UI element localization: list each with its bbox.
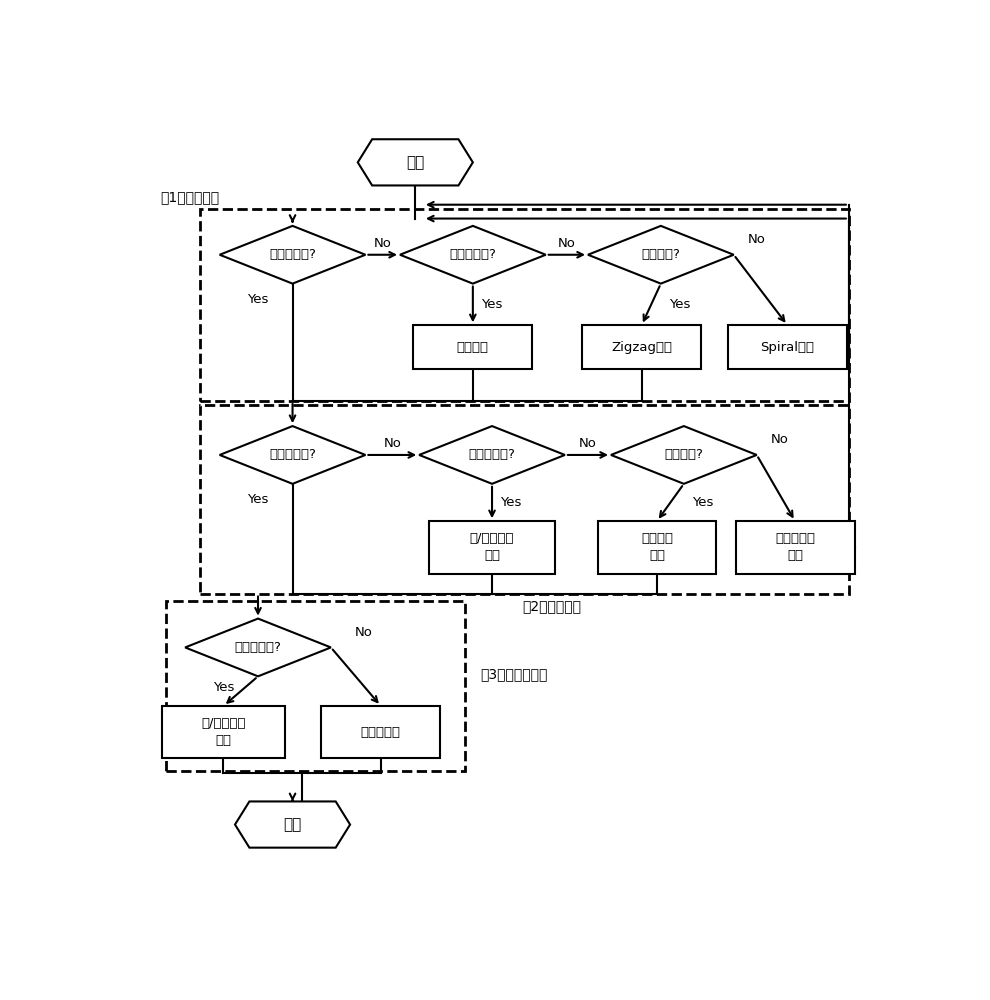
Polygon shape bbox=[220, 226, 365, 284]
Text: 视觉搜寻: 视觉搜寻 bbox=[456, 341, 489, 354]
Bar bbox=[166, 601, 465, 771]
Text: （1）烟羽发现: （1）烟羽发现 bbox=[160, 190, 220, 204]
Text: 嗅觉信息高?: 嗅觉信息高? bbox=[269, 448, 316, 461]
Polygon shape bbox=[185, 619, 331, 676]
Text: （3）泄漏源确认: （3）泄漏源确认 bbox=[480, 667, 547, 681]
Text: No: No bbox=[747, 233, 765, 246]
Text: 浓度法确认: 浓度法确认 bbox=[360, 726, 401, 739]
Bar bbox=[728, 325, 846, 369]
Text: 有视觉信息?: 有视觉信息? bbox=[468, 448, 516, 461]
Polygon shape bbox=[400, 226, 545, 284]
Text: No: No bbox=[354, 626, 372, 639]
Text: Yes: Yes bbox=[248, 493, 268, 506]
Bar bbox=[429, 521, 555, 574]
Polygon shape bbox=[357, 139, 473, 185]
Text: Yes: Yes bbox=[248, 293, 268, 306]
Text: Yes: Yes bbox=[481, 298, 503, 311]
Text: 结束: 结束 bbox=[283, 817, 302, 832]
Text: Yes: Yes bbox=[501, 496, 522, 509]
Text: Zigzag遍历: Zigzag遍历 bbox=[611, 341, 672, 354]
Polygon shape bbox=[611, 426, 756, 484]
Text: No: No bbox=[558, 237, 576, 250]
Bar bbox=[200, 209, 848, 401]
Text: 有视觉信息?: 有视觉信息? bbox=[235, 641, 281, 654]
Polygon shape bbox=[588, 226, 734, 284]
Polygon shape bbox=[419, 426, 565, 484]
Text: No: No bbox=[374, 237, 392, 250]
Text: Yes: Yes bbox=[213, 681, 235, 694]
Polygon shape bbox=[220, 426, 365, 484]
Polygon shape bbox=[235, 801, 350, 848]
Bar bbox=[414, 325, 533, 369]
Text: 有嗅觉信息?: 有嗅觉信息? bbox=[269, 248, 316, 261]
Text: 化学趋向性
搜寻: 化学趋向性 搜寻 bbox=[775, 532, 815, 562]
Text: 开始: 开始 bbox=[406, 155, 425, 170]
Text: 风趋向性
搜寻: 风趋向性 搜寻 bbox=[641, 532, 673, 562]
Text: Yes: Yes bbox=[692, 496, 714, 509]
Bar bbox=[582, 325, 701, 369]
Bar bbox=[736, 521, 854, 574]
Bar bbox=[200, 405, 848, 594]
Bar bbox=[162, 706, 285, 758]
Bar bbox=[598, 521, 717, 574]
Text: No: No bbox=[771, 433, 789, 446]
Text: （2）烟羽跟踪: （2）烟羽跟踪 bbox=[523, 600, 582, 614]
Text: Spiral遍历: Spiral遍历 bbox=[760, 341, 815, 354]
Bar bbox=[322, 706, 441, 758]
Text: 嗅/视觉融合
确认: 嗅/视觉融合 确认 bbox=[201, 717, 246, 747]
Text: No: No bbox=[579, 437, 597, 450]
Text: 有风信息?: 有风信息? bbox=[642, 248, 680, 261]
Text: No: No bbox=[383, 437, 401, 450]
Text: 有风信息?: 有风信息? bbox=[664, 448, 703, 461]
Text: 有视觉信息?: 有视觉信息? bbox=[449, 248, 496, 261]
Text: 嗅/视觉融合
搜寻: 嗅/视觉融合 搜寻 bbox=[470, 532, 514, 562]
Text: Yes: Yes bbox=[669, 298, 691, 311]
